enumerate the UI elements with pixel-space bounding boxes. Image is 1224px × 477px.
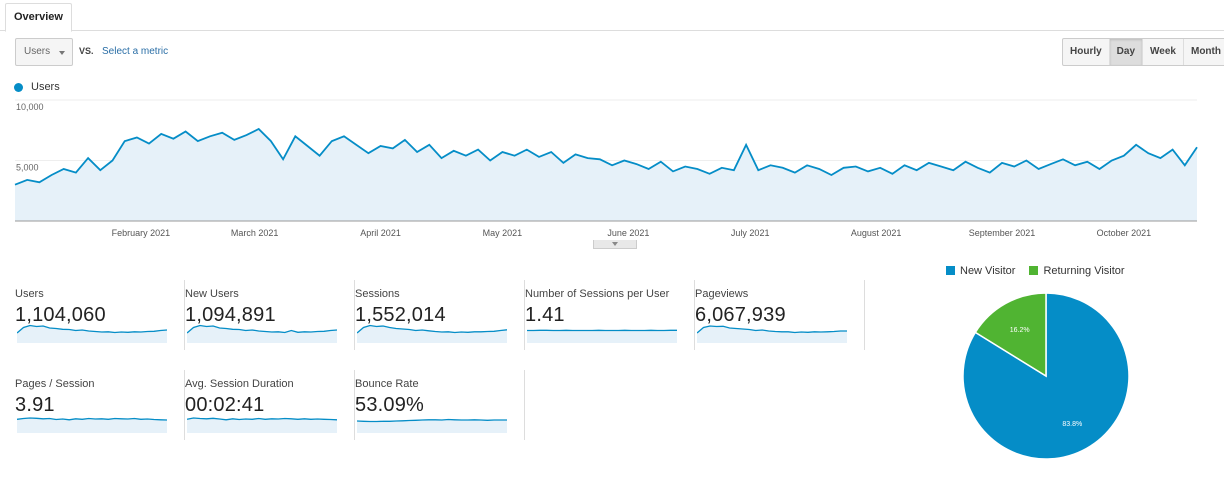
x-tick-label: March 2021 bbox=[231, 228, 279, 238]
legend-label: Returning Visitor bbox=[1043, 265, 1125, 277]
metric-value: 6,067,939 bbox=[695, 304, 786, 326]
week-button[interactable]: Week bbox=[1142, 39, 1183, 65]
metric-sparkline bbox=[17, 324, 167, 343]
x-tick-label: September 2021 bbox=[969, 228, 1036, 238]
x-tick-label: July 2021 bbox=[731, 228, 770, 238]
legend-returning-visitor[interactable]: Returning Visitor bbox=[1029, 265, 1125, 277]
metric-tile[interactable]: Pages / Session 3.91 bbox=[15, 370, 185, 440]
metric-sparkline bbox=[187, 324, 337, 343]
metric-label: Number of Sessions per User bbox=[525, 288, 670, 300]
select-metric-link[interactable]: Select a metric bbox=[102, 46, 169, 57]
hourly-button[interactable]: Hourly bbox=[1070, 46, 1102, 57]
chevron-down-icon bbox=[59, 51, 65, 58]
pie-slice[interactable] bbox=[974, 292, 1047, 378]
x-tick-label: August 2021 bbox=[851, 228, 902, 238]
metric-value: 00:02:41 bbox=[185, 394, 265, 416]
pie-slice-label: 83.8% bbox=[1062, 421, 1082, 428]
vs-label: VS. bbox=[79, 46, 94, 56]
metric-sparkline bbox=[17, 417, 167, 433]
pie-slice[interactable] bbox=[962, 292, 1130, 460]
metric-sparkline bbox=[527, 329, 677, 343]
metric-sparkline bbox=[357, 418, 507, 433]
metric-label: Users bbox=[15, 288, 44, 300]
metric-value: 1,104,060 bbox=[15, 304, 106, 326]
metric-select[interactable]: Users bbox=[15, 38, 73, 66]
metric-select-value: Users bbox=[24, 46, 51, 57]
x-tick-label: April 2021 bbox=[360, 228, 401, 238]
metric-value: 53.09% bbox=[355, 394, 425, 416]
metric-tile[interactable]: Bounce Rate 53.09% bbox=[355, 370, 525, 440]
new-visitor-swatch bbox=[946, 266, 955, 275]
legend-label: New Visitor bbox=[960, 265, 1016, 277]
metric-value: 1,094,891 bbox=[185, 304, 276, 326]
metric-label: New Users bbox=[185, 288, 239, 300]
x-tick-label: February 2021 bbox=[112, 228, 171, 238]
metric-value: 3.91 bbox=[15, 394, 55, 416]
tab-overview[interactable]: Overview bbox=[5, 3, 72, 32]
month-button[interactable]: Month bbox=[1182, 39, 1224, 65]
users-area bbox=[15, 129, 1197, 221]
granularity-buttons: Hourly Day Week Month bbox=[1062, 38, 1224, 66]
legend-new-visitor[interactable]: New Visitor bbox=[946, 265, 1015, 277]
metric-value: 1,552,014 bbox=[355, 304, 446, 326]
metric-tile[interactable]: Users 1,104,060 bbox=[15, 280, 185, 350]
metric-label: Bounce Rate bbox=[355, 378, 419, 390]
metric-tile[interactable]: Number of Sessions per User 1.41 bbox=[525, 280, 695, 350]
metric-label: Avg. Session Duration bbox=[185, 378, 294, 390]
day-button[interactable]: Day bbox=[1108, 39, 1143, 65]
pie-slice-label: 16.2% bbox=[1010, 327, 1030, 334]
metric-sparkline bbox=[357, 324, 507, 343]
metric-tile[interactable]: Avg. Session Duration 00:02:41 bbox=[185, 370, 355, 440]
metric-label: Sessions bbox=[355, 288, 400, 300]
metric-tile[interactable]: Pageviews 6,067,939 bbox=[695, 280, 865, 350]
x-tick-label: October 2021 bbox=[1097, 228, 1152, 238]
metric-sparkline bbox=[187, 417, 337, 433]
chart-resize-handle[interactable] bbox=[593, 240, 637, 249]
legend-users: Users bbox=[31, 81, 60, 93]
x-tick-label: May 2021 bbox=[483, 228, 523, 238]
users-line-chart[interactable]: 10,000 5,000 February 2021 March 2021 April … bbox=[0, 95, 1224, 240]
metric-sparkline bbox=[697, 325, 847, 343]
returning-visitor-swatch bbox=[1029, 266, 1039, 275]
y-tick-label: 10,000 bbox=[16, 102, 44, 112]
tab-bar: Overview bbox=[0, 0, 1224, 32]
metric-label: Pageviews bbox=[695, 288, 749, 300]
y-tick-label: 5,000 bbox=[16, 163, 39, 173]
x-tick-label: June 2021 bbox=[607, 228, 649, 238]
metric-label: Pages / Session bbox=[15, 378, 95, 390]
metric-tile[interactable]: Sessions 1,552,014 bbox=[355, 280, 525, 350]
pie-legend: New Visitor Returning Visitor bbox=[946, 265, 1125, 277]
users-line bbox=[14, 127, 1198, 186]
metric-tile[interactable]: New Users 1,094,891 bbox=[185, 280, 355, 350]
series-dot-icon bbox=[14, 82, 23, 92]
metric-value: 1.41 bbox=[525, 304, 565, 326]
visitor-pie-chart: 83.8% 16.2% bbox=[962, 292, 1130, 460]
chart-legend: Users bbox=[14, 81, 60, 93]
